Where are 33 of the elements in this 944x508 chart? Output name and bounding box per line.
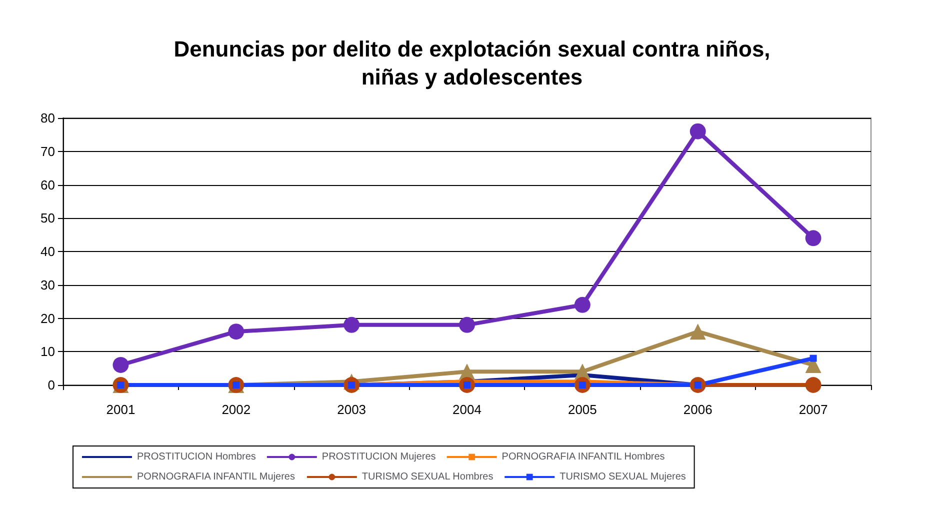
- legend-label: TURISMO SEXUAL Hombres: [362, 472, 494, 482]
- y-tick-label: 20: [40, 310, 55, 326]
- x-tick-label: 2007: [798, 402, 828, 417]
- point: [805, 377, 822, 393]
- point: [228, 324, 244, 340]
- x-tick-label: 2002: [222, 402, 251, 417]
- point: [344, 316, 360, 333]
- point: [690, 123, 706, 140]
- y-tick-label: 60: [40, 177, 55, 192]
- y-tick-label: 40: [40, 244, 55, 259]
- legend-label: PORNOGRAFIA INFANTIL Mujeres: [137, 472, 295, 482]
- point: [574, 296, 590, 313]
- y-tick-label: 80: [40, 110, 55, 126]
- legend-label: TURISMO SEXUAL Mujeres: [560, 472, 686, 482]
- y-tick-label: 30: [40, 277, 55, 292]
- y-tick-label: 10: [40, 344, 55, 360]
- point: [112, 356, 129, 373]
- legend-label: PROSTITUCION Hombres: [137, 452, 256, 462]
- point: [810, 354, 817, 362]
- x-tick-label: 2004: [452, 402, 482, 417]
- x-tick-label: 2005: [568, 402, 597, 417]
- x-tick-label: 2006: [683, 402, 712, 417]
- legend-label: PORNOGRAFIA INFANTIL Hombres: [502, 452, 665, 462]
- y-tick-label: 0: [48, 378, 55, 392]
- x-tick-label: 2003: [337, 402, 366, 417]
- chart-title: Denuncias por delito de explotación sexual contra niños, niñas y adolescentes: [174, 36, 770, 90]
- point: [690, 324, 706, 340]
- legend-label: PROSTITUCION Mujeres: [322, 452, 436, 462]
- x-tick-label: 2001: [106, 402, 136, 417]
- y-tick-label: 70: [40, 144, 55, 159]
- point: [805, 230, 822, 246]
- y-tick-label: 50: [40, 210, 55, 226]
- point: [459, 316, 475, 333]
